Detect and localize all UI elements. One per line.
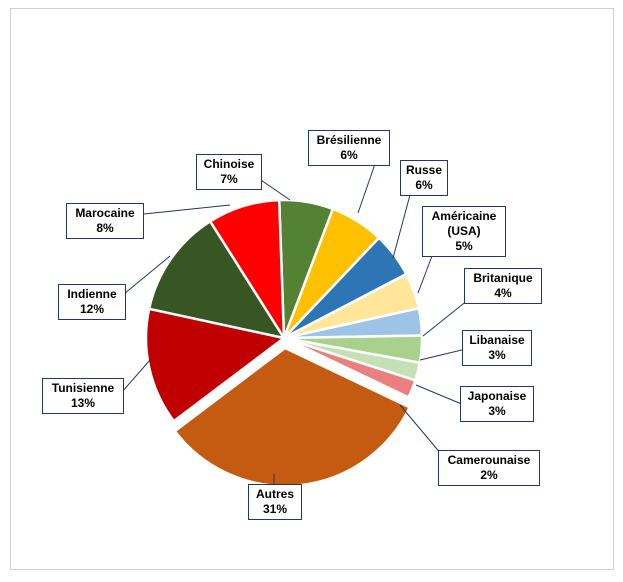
leader-line-chinoise <box>257 177 291 201</box>
pie-slice-camerounaise <box>283 336 417 400</box>
data-label-name: Américaine <box>431 209 497 223</box>
data-label-name: Brésilienne <box>316 133 382 147</box>
pie-slice-marocaine <box>208 198 286 343</box>
data-label-percent: 31% <box>262 502 288 516</box>
leader-line-japonaise <box>415 384 465 406</box>
data-label-percent: 6% <box>415 178 433 192</box>
data-label-percent: 12% <box>79 302 105 316</box>
leader-line-br-silienne <box>357 160 377 214</box>
pie-slice-tunisienne <box>144 307 287 423</box>
data-label-libanaise: Libanaise 3% <box>462 330 532 366</box>
leader-line-indienne <box>123 255 171 295</box>
leader-line-am-ricaine-usa- <box>417 255 433 294</box>
data-label-name: Chinoise <box>203 157 255 171</box>
data-label-br-silienne: Brésilienne 6% <box>308 130 390 166</box>
data-label-name: Libanaise <box>469 333 525 347</box>
data-label-tunisienne: Tunisienne 13% <box>42 378 124 414</box>
data-label-name: Russe <box>405 163 443 177</box>
data-label-indienne: Indienne 12% <box>58 284 126 320</box>
data-label-name: Japonaise <box>467 389 527 403</box>
data-label-japonaise: Japonaise 3% <box>460 386 534 422</box>
leader-line-britanique <box>422 299 469 337</box>
pie-slice-indienne <box>147 219 287 340</box>
data-label-name: Marocaine <box>75 206 135 220</box>
data-label-russe: Russe 6% <box>400 160 448 196</box>
data-label-percent: 5% <box>455 239 473 253</box>
data-label-name: (USA) <box>447 224 481 238</box>
data-label-name: Camerounaise <box>447 453 531 467</box>
data-label-britanique: Britanique 4% <box>464 268 542 304</box>
data-label-percent: 2% <box>480 468 498 482</box>
data-label-percent: 8% <box>96 221 114 235</box>
data-label-am-ricaine-usa-: Américaine (USA) 5% <box>422 206 506 257</box>
leader-line-tunisienne <box>121 359 151 393</box>
leader-line-marocaine <box>143 204 231 215</box>
data-label-percent: 13% <box>70 396 96 410</box>
data-label-percent: 6% <box>340 148 358 162</box>
data-label-marocaine: Marocaine 8% <box>66 203 144 239</box>
leader-line-russe <box>392 194 411 259</box>
leader-line-camerounaise <box>399 404 443 456</box>
data-label-percent: 7% <box>220 172 238 186</box>
data-label-name: Autres <box>255 487 294 501</box>
data-label-chinoise: Chinoise 7% <box>196 154 262 190</box>
data-label-name: Tunisienne <box>51 381 115 395</box>
leader-line-libanaise <box>419 348 467 361</box>
data-label-camerounaise: Camerounaise 2% <box>438 450 540 486</box>
data-label-name: Britanique <box>473 271 533 285</box>
data-label-name: Indienne <box>67 287 117 301</box>
data-label-autres: Autres 31% <box>248 484 302 520</box>
data-label-percent: 3% <box>488 348 506 362</box>
data-label-percent: 3% <box>488 404 506 418</box>
data-label-percent: 4% <box>494 286 512 300</box>
